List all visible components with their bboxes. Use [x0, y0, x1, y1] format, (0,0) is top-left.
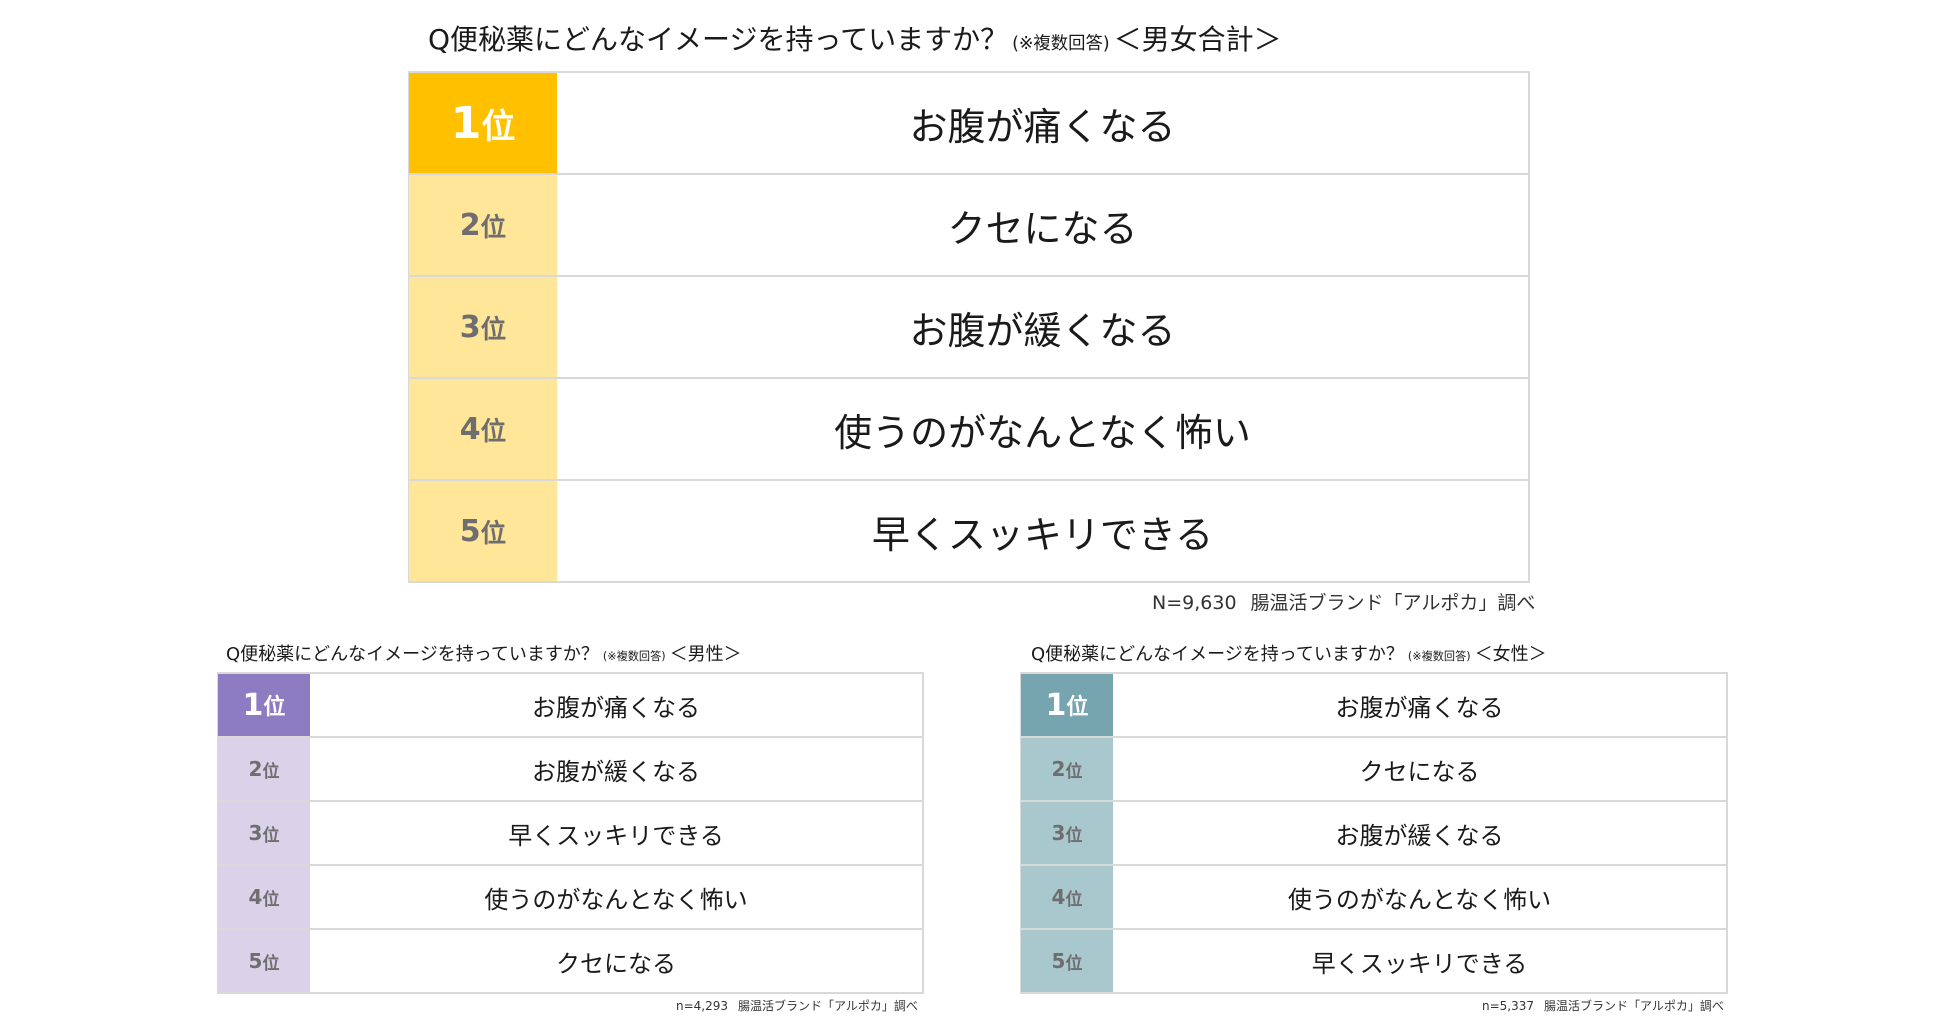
female-title-question: Q便秘薬にどんなイメージを持っていますか？	[1031, 644, 1404, 665]
female-footnote: n=5,337 腸温活ブランド「アルポカ」調べ	[1482, 997, 1724, 1014]
source-credit: 腸温活ブランド「アルポカ」調べ	[1544, 999, 1724, 1013]
source-credit: 腸温活ブランド「アルポカ」調べ	[738, 999, 918, 1013]
item-cell: お腹が緩くなる	[1113, 802, 1726, 864]
source-credit: 腸温活ブランド「アルポカ」調べ	[1250, 592, 1536, 614]
item-cell: 使うのがなんとなく怖い	[310, 866, 922, 928]
item-cell: 早くスッキリできる	[557, 481, 1528, 581]
item-cell: お腹が痛くなる	[557, 73, 1528, 173]
main-footnote: N=9,630 腸温活ブランド「アルポカ」調べ	[1152, 588, 1535, 615]
item-cell: 使うのがなんとなく怖い	[1113, 866, 1726, 928]
item-cell: お腹が緩くなる	[557, 277, 1528, 377]
main-title-question: Q便秘薬にどんなイメージを持っていますか？	[428, 23, 1009, 56]
item-cell: お腹が痛くなる	[310, 674, 922, 736]
male-footnote: n=4,293 腸温活ブランド「アルポカ」調べ	[676, 997, 918, 1014]
male-title-question: Q便秘薬にどんなイメージを持っていますか？	[226, 644, 599, 665]
item-cell: お腹が緩くなる	[310, 738, 922, 800]
male-title-group: ＜男性＞	[669, 644, 742, 665]
male-title-note: (※複数回答)	[602, 650, 666, 663]
main-title-group: ＜男女合計＞	[1113, 23, 1282, 56]
female-title-note: (※複数回答)	[1407, 650, 1471, 663]
item-cell: 早くスッキリできる	[310, 802, 922, 864]
sample-size: n=5,337	[1482, 999, 1535, 1013]
item-cell: クセになる	[310, 930, 922, 992]
main-title-note: (※複数回答)	[1012, 34, 1110, 54]
item-cell: クセになる	[557, 175, 1528, 275]
female-table-title: Q便秘薬にどんなイメージを持っていますか？ (※複数回答) ＜女性＞	[1031, 640, 1547, 666]
female-title-group: ＜女性＞	[1474, 644, 1547, 665]
item-cell: お腹が痛くなる	[1113, 674, 1726, 736]
sample-size: N=9,630	[1152, 592, 1237, 614]
male-table-title: Q便秘薬にどんなイメージを持っていますか？ (※複数回答) ＜男性＞	[226, 640, 742, 666]
item-cell: 使うのがなんとなく怖い	[557, 379, 1528, 479]
sample-size: n=4,293	[676, 999, 729, 1013]
item-cell: クセになる	[1113, 738, 1726, 800]
main-table-title: Q便秘薬にどんなイメージを持っていますか？ (※複数回答) ＜男女合計＞	[428, 18, 1282, 58]
item-cell: 早くスッキリできる	[1113, 930, 1726, 992]
